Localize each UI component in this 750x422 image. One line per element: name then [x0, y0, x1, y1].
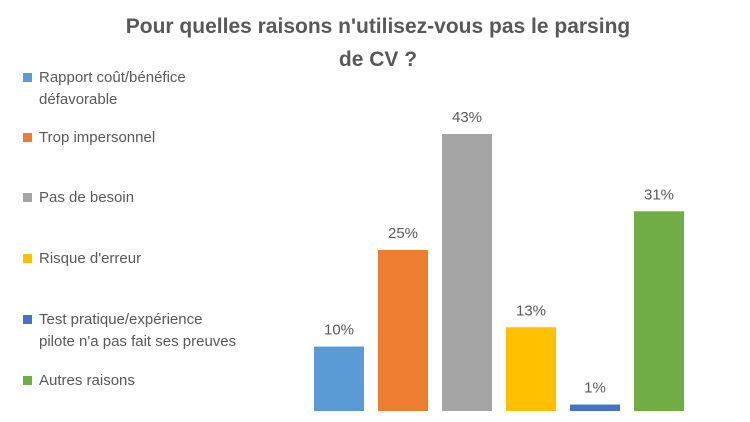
legend-item: Pas de besoin	[23, 187, 309, 209]
bar	[570, 404, 620, 411]
bar	[314, 346, 364, 411]
data-label: 43%	[452, 109, 482, 126]
legend-item: Test pratique/expérience pilote n'a pas f…	[23, 309, 309, 353]
legend-item: Risque d'erreur	[23, 248, 309, 270]
legend-swatch	[23, 315, 32, 324]
legend-label: Pas de besoin	[39, 189, 135, 206]
legend-label: Risque d'erreur	[39, 250, 142, 267]
data-label: 10%	[324, 322, 354, 339]
chart-title: Pour quelles raisons n'utilisez-vous pas…	[60, 10, 696, 76]
data-label: 31%	[644, 186, 674, 203]
legend-item: Autres raisons	[23, 370, 309, 392]
legend-item: Trop impersonnel	[23, 127, 309, 149]
legend-item: Rapport coût/bénéfice défavorable	[23, 67, 309, 111]
data-label: 1%	[584, 380, 606, 397]
chart-title-line: Pour quelles raisons n'utilisez-vous pas…	[125, 15, 631, 38]
bar	[634, 211, 684, 411]
legend-label: défavorable	[39, 91, 118, 108]
bar	[442, 134, 492, 411]
legend-swatch	[23, 133, 32, 142]
legend-label: pilote n'a pas fait ses preuves	[39, 333, 237, 350]
legend-swatch	[23, 193, 32, 202]
legend-label: Trop impersonnel	[39, 129, 156, 146]
bar	[378, 249, 428, 411]
chart-title-line: de CV ?	[338, 48, 418, 71]
legend-label: Test pratique/expérience	[39, 311, 203, 328]
bar	[506, 327, 556, 411]
legend-swatch	[23, 254, 32, 263]
data-label: 13%	[516, 302, 546, 319]
legend-swatch	[23, 376, 32, 385]
legend-label: Rapport coût/bénéfice	[39, 69, 186, 86]
legend-label: Autres raisons	[39, 372, 135, 389]
legend-swatch	[23, 73, 32, 82]
data-label: 25%	[388, 225, 418, 242]
